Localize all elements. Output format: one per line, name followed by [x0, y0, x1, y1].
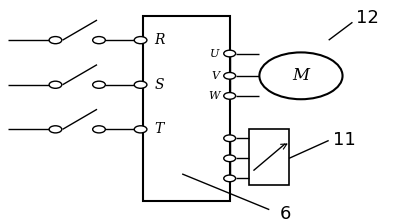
- Circle shape: [224, 93, 236, 99]
- Circle shape: [224, 155, 236, 162]
- Bar: [249, 129, 289, 185]
- Text: 11: 11: [333, 132, 355, 149]
- Circle shape: [49, 81, 62, 88]
- Circle shape: [224, 175, 236, 182]
- Text: U: U: [210, 49, 220, 58]
- Circle shape: [93, 126, 105, 133]
- Circle shape: [49, 126, 62, 133]
- Text: 12: 12: [356, 9, 379, 27]
- Circle shape: [93, 81, 105, 88]
- Circle shape: [224, 50, 236, 57]
- Circle shape: [49, 37, 62, 44]
- Circle shape: [134, 126, 147, 133]
- Text: W: W: [208, 91, 220, 101]
- Circle shape: [224, 72, 236, 79]
- Circle shape: [224, 135, 236, 142]
- Circle shape: [134, 37, 147, 44]
- Text: R: R: [154, 33, 165, 47]
- Text: M: M: [293, 67, 309, 84]
- Text: T: T: [154, 122, 164, 136]
- Circle shape: [134, 81, 147, 88]
- Text: S: S: [154, 78, 164, 92]
- Circle shape: [93, 37, 105, 44]
- Bar: [143, 16, 230, 201]
- Text: V: V: [212, 71, 220, 81]
- Text: 6: 6: [280, 205, 291, 223]
